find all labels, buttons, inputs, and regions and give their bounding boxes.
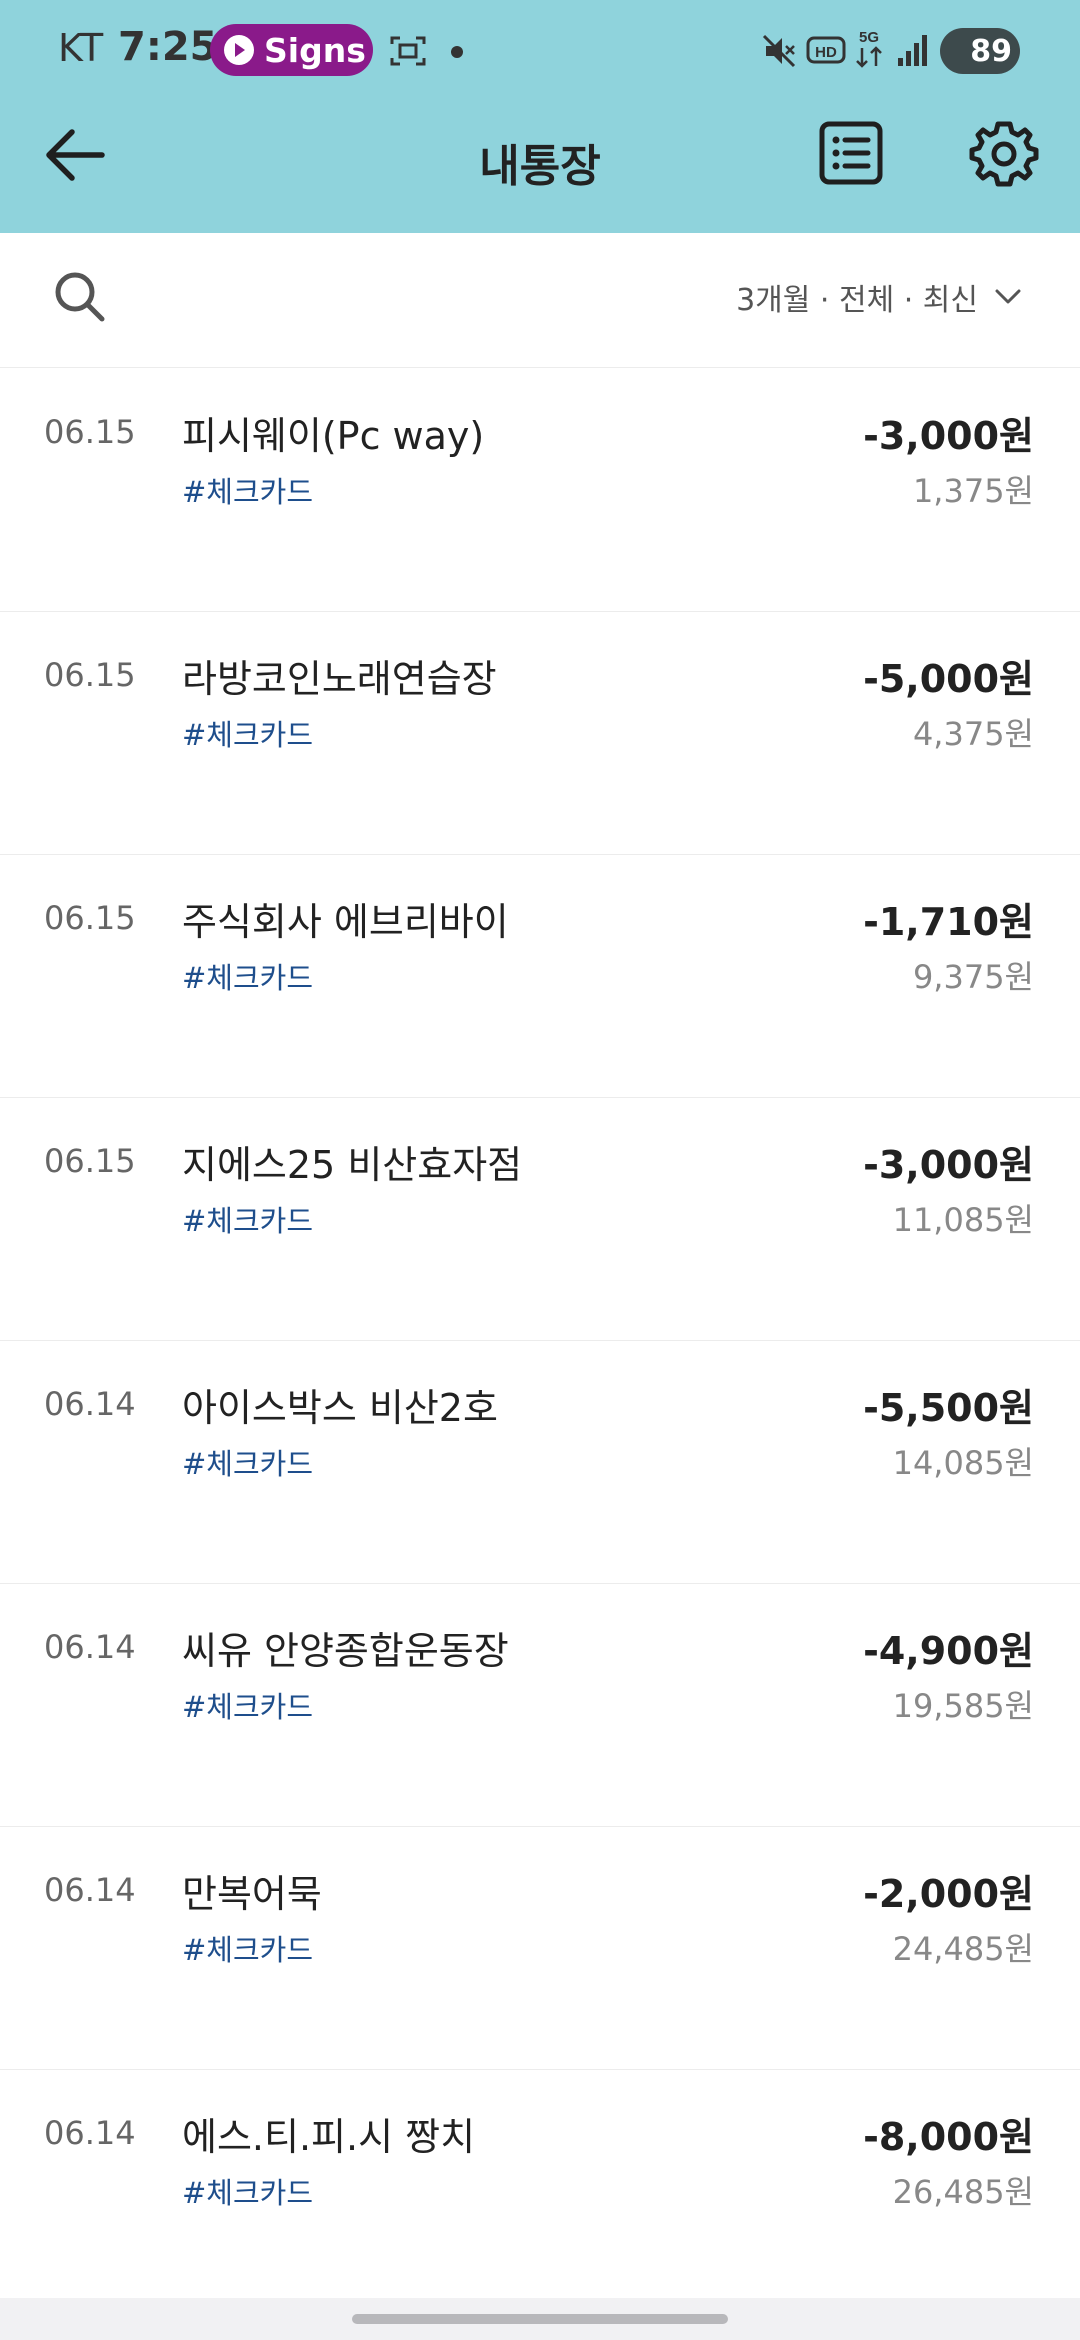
svg-text:HD: HD (815, 44, 837, 61)
home-handle[interactable] (352, 2314, 728, 2324)
transaction-tag[interactable]: #체크카드 (182, 1690, 314, 1724)
transaction-date: 06.15 (44, 899, 136, 937)
clock: 7:25 (118, 24, 218, 70)
gesture-nav-bar (0, 2298, 1080, 2340)
transaction-amount: -8,000원 (863, 2115, 1034, 2159)
transaction-tag[interactable]: #체크카드 (182, 475, 314, 509)
transaction-date: 06.14 (44, 1385, 136, 1423)
transaction-name: 라방코인노래연습장 (182, 657, 497, 701)
transaction-date: 06.14 (44, 1628, 136, 1666)
transaction-tag[interactable]: #체크카드 (182, 1933, 314, 1967)
transaction-row[interactable]: 06.14 에스.티.피.시 짱치 #체크카드 -8,000원 26,485원 (0, 2070, 1080, 2313)
transaction-balance: 1,375원 (912, 472, 1034, 510)
screenshot-icon (390, 36, 426, 66)
list-icon[interactable] (818, 118, 884, 188)
back-arrow-icon[interactable] (40, 120, 110, 190)
signs-notification-pill[interactable]: Signs (210, 24, 373, 76)
transaction-date: 06.14 (44, 1871, 136, 1909)
app-bar: 내통장 (0, 100, 1080, 233)
chevron-down-icon (995, 289, 1021, 304)
header: KT 7:25 Signs HD 5G (0, 0, 1080, 233)
filter-label: 3개월 · 전체 · 최신 (736, 283, 978, 318)
carrier-label: KT (58, 26, 104, 70)
notification-dot-icon (451, 46, 463, 58)
transaction-balance: 14,085원 (892, 1444, 1034, 1482)
transaction-row[interactable]: 06.15 주식회사 에브리바이 #체크카드 -1,710원 9,375원 (0, 855, 1080, 1098)
transaction-tag[interactable]: #체크카드 (182, 961, 314, 995)
gear-icon[interactable] (968, 118, 1040, 190)
transaction-name: 씨유 안양종합운동장 (182, 1629, 509, 1673)
hd-icon: HD (806, 36, 846, 64)
transaction-balance: 19,585원 (892, 1687, 1034, 1725)
transaction-name: 지에스25 비산효자점 (182, 1143, 523, 1187)
transaction-row[interactable]: 06.15 라방코인노래연습장 #체크카드 -5,000원 4,375원 (0, 612, 1080, 855)
mute-icon (762, 34, 796, 68)
status-bar: KT 7:25 Signs HD 5G (0, 0, 1080, 100)
transaction-balance: 26,485원 (892, 2173, 1034, 2211)
transaction-amount: -4,900원 (863, 1629, 1034, 1673)
transaction-row[interactable]: 06.14 아이스박스 비산2호 #체크카드 -5,500원 14,085원 (0, 1341, 1080, 1584)
transaction-balance: 9,375원 (912, 958, 1034, 996)
transaction-balance: 11,085원 (892, 1201, 1034, 1239)
transaction-date: 06.15 (44, 656, 136, 694)
transaction-amount: -3,000원 (863, 1143, 1034, 1187)
transaction-amount: -3,000원 (863, 414, 1034, 458)
transaction-tag[interactable]: #체크카드 (182, 1204, 314, 1238)
transaction-name: 만복어묵 (182, 1872, 322, 1916)
signal-icon (898, 35, 927, 66)
transaction-amount: -1,710원 (863, 900, 1034, 944)
transaction-name: 아이스박스 비산2호 (182, 1386, 498, 1430)
search-icon[interactable] (52, 269, 108, 325)
transaction-amount: -5,500원 (863, 1386, 1034, 1430)
svg-text:5G: 5G (859, 29, 879, 46)
play-icon (224, 35, 254, 65)
5g-icon: 5G (856, 29, 882, 68)
filter-bar: 3개월 · 전체 · 최신 (0, 233, 1080, 368)
transaction-amount: -5,000원 (863, 657, 1034, 701)
transaction-tag[interactable]: #체크카드 (182, 1447, 314, 1481)
transaction-balance: 4,375원 (912, 715, 1034, 753)
transaction-name: 주식회사 에브리바이 (182, 900, 509, 944)
period-filter-button[interactable]: 3개월 · 전체 · 최신 (736, 275, 1022, 319)
battery-level: 89 (970, 33, 1012, 69)
transaction-name: 에스.티.피.시 짱치 (182, 2115, 476, 2159)
transaction-tag[interactable]: #체크카드 (182, 718, 314, 752)
page-title: 내통장 (479, 141, 601, 192)
transaction-row[interactable]: 06.14 씨유 안양종합운동장 #체크카드 -4,900원 19,585원 (0, 1584, 1080, 1827)
transaction-balance: 24,485원 (892, 1930, 1034, 1968)
transaction-date: 06.15 (44, 413, 136, 451)
transaction-date: 06.15 (44, 1142, 136, 1180)
signs-label: Signs (264, 30, 366, 70)
transaction-name: 피시웨이(Pc way) (182, 414, 485, 458)
transaction-row[interactable]: 06.15 피시웨이(Pc way) #체크카드 -3,000원 1,375원 (0, 369, 1080, 612)
transaction-row[interactable]: 06.14 만복어묵 #체크카드 -2,000원 24,485원 (0, 1827, 1080, 2070)
transaction-list: 06.15 피시웨이(Pc way) #체크카드 -3,000원 1,375원 … (0, 369, 1080, 2313)
battery-indicator: 89 (940, 28, 1020, 74)
transaction-tag[interactable]: #체크카드 (182, 2176, 314, 2210)
transaction-row[interactable]: 06.15 지에스25 비산효자점 #체크카드 -3,000원 11,085원 (0, 1098, 1080, 1341)
transaction-amount: -2,000원 (863, 1872, 1034, 1916)
transaction-date: 06.14 (44, 2114, 136, 2152)
